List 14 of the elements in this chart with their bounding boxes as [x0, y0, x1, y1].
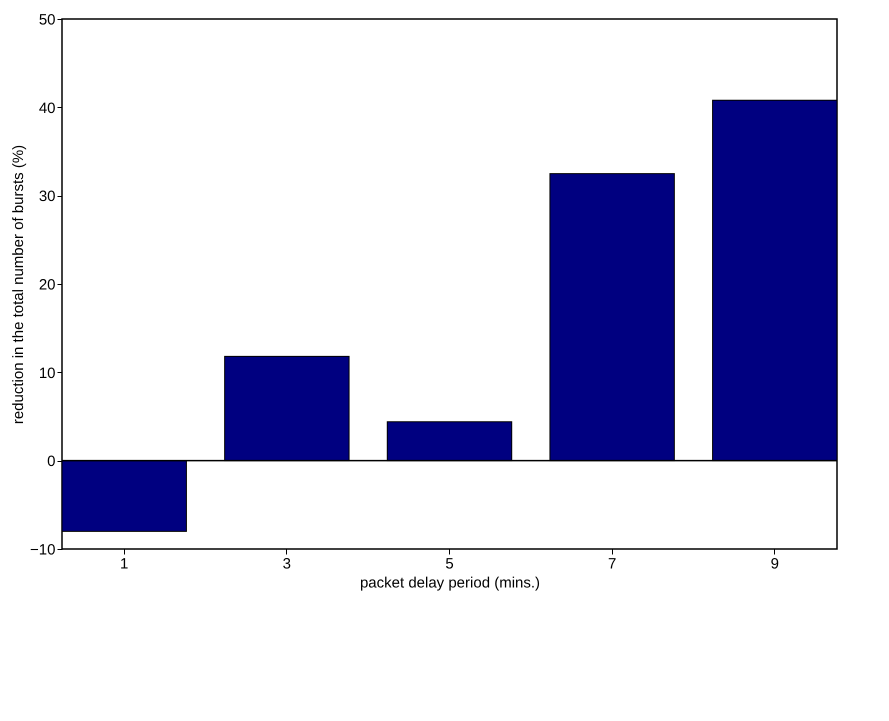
y-axis-title: reduction in the total number of bursts (%): [10, 144, 28, 424]
x-tick-label: 7: [608, 556, 616, 572]
y-tick-label: 50: [38, 12, 56, 28]
x-tick-label: 3: [282, 556, 292, 572]
y-tick-label: 10: [38, 364, 56, 382]
x-tick-label: 5: [445, 556, 454, 572]
y-tick-label: 0: [47, 453, 56, 470]
x-tick-label: 1: [120, 556, 128, 572]
y-tick-label: 30: [38, 188, 56, 206]
x-tick-label: 9: [770, 556, 779, 572]
x-axis-title: packet delay period (mins.): [360, 574, 540, 592]
y-tick-label: −10: [30, 542, 56, 558]
y-tick-label: 40: [38, 100, 56, 117]
y-tick-label: 20: [38, 276, 56, 294]
